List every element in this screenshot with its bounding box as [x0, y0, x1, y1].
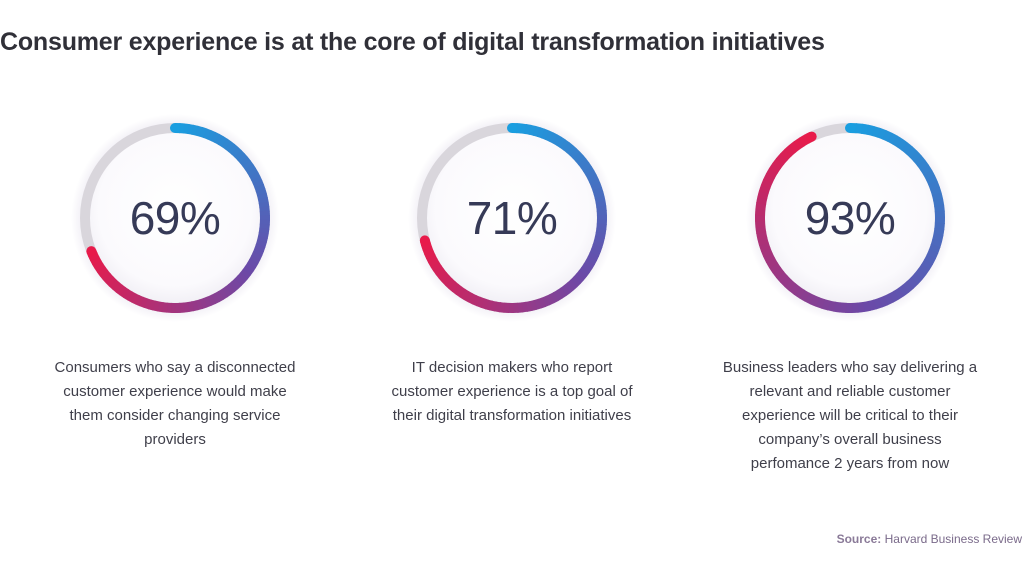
source-label: Source: [836, 532, 882, 546]
gauge-93: 93% [746, 114, 954, 322]
gauge-progress-arc [419, 122, 608, 313]
gauge-caption: Business leaders who say delivering a re… [722, 359, 978, 472]
gauge-value-label: 69% [129, 192, 221, 244]
gauge-ring [71, 114, 279, 322]
gauge-ring [746, 114, 954, 322]
gauge-progress-arc [86, 122, 270, 314]
gauge-71: 71% [408, 114, 616, 322]
gauge-caption: Consumers who say a disconnected custome… [54, 359, 296, 448]
gauge-ring [408, 114, 616, 322]
source-text: Harvard Business Review [884, 532, 1022, 546]
gauge-value-label: 71% [466, 192, 558, 244]
gauge-disc [763, 131, 937, 305]
gauge-progress-arc [754, 123, 945, 313]
gauge-69: 69% [71, 114, 279, 322]
gauge-disc [88, 131, 262, 305]
gauge-disc [425, 131, 599, 305]
chart-title: Consumer experience is at the core of di… [0, 28, 825, 56]
gauge-value-label: 93% [804, 192, 896, 244]
source-note: Source: Harvard Business Review [837, 532, 1022, 546]
gauge-caption: IT decision makers who report customer e… [391, 359, 633, 424]
